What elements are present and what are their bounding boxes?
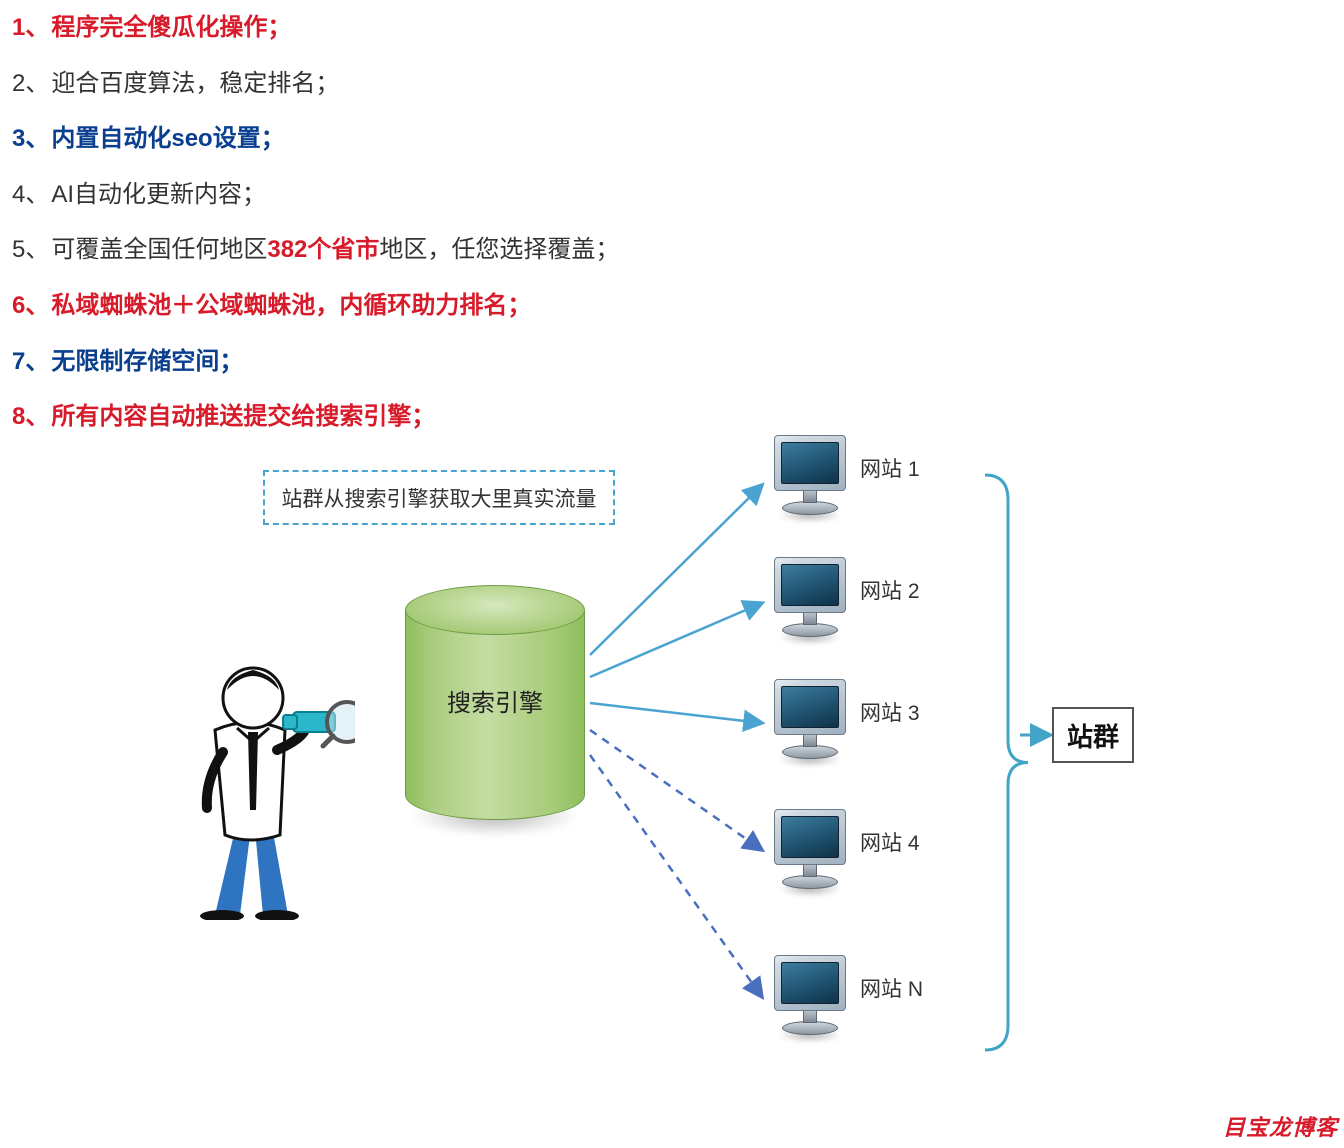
list-item-number: 8、	[12, 403, 49, 430]
site-monitor-label: 网站 2	[860, 575, 970, 605]
diagram-caption-text: 站群从搜索引擎获取大里真实流量	[282, 483, 597, 513]
list-item-text: 迎合百度算法，稳定排名；	[51, 70, 339, 97]
list-item-number: 3、	[12, 125, 49, 152]
site-monitor-label: 网站 1	[860, 453, 970, 483]
search-engine-cylinder: 搜索引擎	[405, 585, 585, 820]
feature-list-item: 5、可覆盖全国任何地区382个省市地区，任您选择覆盖；	[12, 222, 1112, 278]
list-item-text: 所有内容自动推送提交给搜索引擎；	[51, 403, 435, 430]
feature-list-item: 7、无限制存储空间；	[12, 334, 1112, 390]
curly-bracket	[980, 455, 1040, 1055]
diagram-area: 站群从搜索引擎获取大里真实流量	[150, 445, 1210, 1105]
person-illustration	[145, 620, 355, 920]
site-monitor: 网站 4	[770, 809, 850, 899]
site-monitor: 网站 3	[770, 679, 850, 769]
feature-list: 1、程序完全傻瓜化操作；2、迎合百度算法，稳定排名；3、内置自动化seo设置；4…	[12, 0, 1112, 445]
list-item-number: 1、	[12, 14, 49, 41]
site-monitor: 网站 N	[770, 955, 850, 1045]
list-item-text: 程序完全傻瓜化操作；	[51, 14, 291, 41]
site-monitor-label: 网站 3	[860, 697, 970, 727]
site-monitor-label: 网站 4	[860, 827, 970, 857]
list-item-text: 无限制存储空间；	[51, 348, 243, 375]
feature-list-item: 4、AI自动化更新内容；	[12, 167, 1112, 223]
result-label: 站群	[1067, 717, 1119, 754]
site-monitor: 网站 2	[770, 557, 850, 647]
list-item-text: 可覆盖全国任何地区	[51, 236, 267, 263]
list-item-number: 7、	[12, 348, 49, 375]
list-item-number: 4、	[12, 181, 49, 208]
site-monitor: 网站 1	[770, 435, 850, 525]
feature-list-item: 6、私域蜘蛛池＋公域蜘蛛池，内循环助力排名；	[12, 278, 1112, 334]
list-item-text: 私域蜘蛛池＋公域蜘蛛池，内循环助力排名；	[51, 292, 531, 319]
list-item-text-2: 地区，任您选择覆盖；	[379, 236, 619, 263]
list-item-text: AI自动化更新内容；	[51, 181, 266, 208]
list-item-text: 内置自动化seo设置；	[51, 125, 284, 152]
watermark: 目宝龙博客	[1223, 1110, 1338, 1142]
diagram-caption: 站群从搜索引擎获取大里真实流量	[263, 470, 615, 525]
site-monitor-label: 网站 N	[860, 973, 970, 1003]
list-item-highlight: 382个省市	[267, 236, 379, 263]
feature-list-item: 8、所有内容自动推送提交给搜索引擎；	[12, 389, 1112, 445]
list-item-number: 5、	[12, 236, 49, 263]
feature-list-item: 3、内置自动化seo设置；	[12, 111, 1112, 167]
search-engine-label: 搜索引擎	[405, 683, 585, 718]
feature-list-item: 1、程序完全傻瓜化操作；	[12, 0, 1112, 56]
list-item-number: 6、	[12, 292, 49, 319]
feature-list-item: 2、迎合百度算法，稳定排名；	[12, 56, 1112, 112]
list-item-number: 2、	[12, 70, 49, 97]
result-box: 站群	[1052, 707, 1134, 763]
